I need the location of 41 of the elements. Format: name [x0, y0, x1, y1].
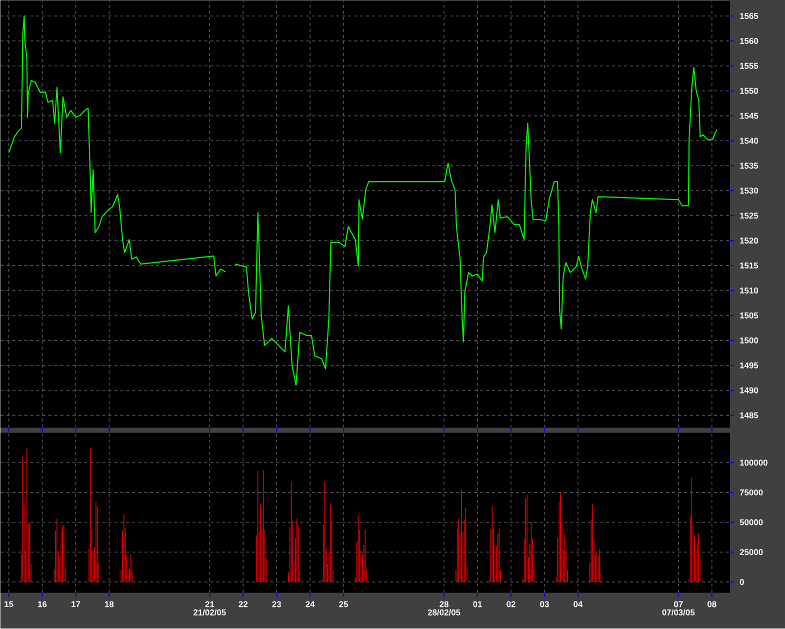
- x-tick-label: 25: [339, 601, 348, 608]
- y-tick-label: 1555: [740, 63, 758, 69]
- y-tick-label: 1510: [740, 288, 758, 294]
- x-tick-label: 15: [4, 601, 14, 608]
- x-tick-label: 23: [272, 601, 282, 608]
- x-tick-label: 03: [540, 601, 549, 608]
- y-tick-label: 100000: [740, 460, 768, 466]
- y-tick-label: 75000: [740, 490, 763, 496]
- y-tick-label: 1560: [740, 38, 758, 44]
- x-tick-label: 07: [674, 601, 683, 608]
- x2-tick-label: 07/03/05: [662, 609, 695, 616]
- y-tick-label: 1515: [740, 262, 758, 269]
- y-tick-label: 1535: [740, 162, 758, 169]
- y-tick-label: 50000: [740, 519, 763, 526]
- x-tick-label: 28: [440, 601, 448, 608]
- y-tick-label: 1525: [740, 212, 758, 219]
- y-tick-label: 1495: [740, 362, 758, 369]
- y-tick-label: 1565: [740, 13, 758, 20]
- x-tick-label: 21: [205, 601, 214, 608]
- y-tick-label: 1485: [740, 412, 758, 418]
- x-tick-label: 22: [238, 601, 248, 608]
- y-tick-label: 0: [740, 579, 744, 586]
- x-tick-label: 02: [506, 601, 516, 608]
- x-tick-label: 04: [574, 601, 583, 608]
- x-tick-label: 16: [38, 601, 47, 608]
- y-tick-label: 1530: [740, 188, 758, 194]
- y-tick-label: 1490: [740, 388, 758, 394]
- x-tick-label: 24: [306, 601, 315, 608]
- y-tick-label: 1545: [740, 113, 758, 119]
- y-tick-label: 1540: [740, 138, 758, 144]
- y-tick-label: 1500: [740, 338, 758, 344]
- y-tick-label: 1505: [740, 312, 758, 319]
- x-tick-label: 18: [105, 601, 114, 608]
- y-tick-label: 1550: [740, 88, 758, 94]
- y-tick-label: 1520: [740, 238, 758, 244]
- x2-tick-label: 21/02/05: [193, 609, 226, 616]
- x2-tick-label: 28/02/05: [428, 609, 460, 616]
- y-tick-label: 25000: [740, 549, 763, 556]
- x-tick-label: 17: [72, 601, 80, 608]
- x-tick-label: 01: [473, 601, 482, 608]
- x-tick-label: 08: [708, 601, 716, 608]
